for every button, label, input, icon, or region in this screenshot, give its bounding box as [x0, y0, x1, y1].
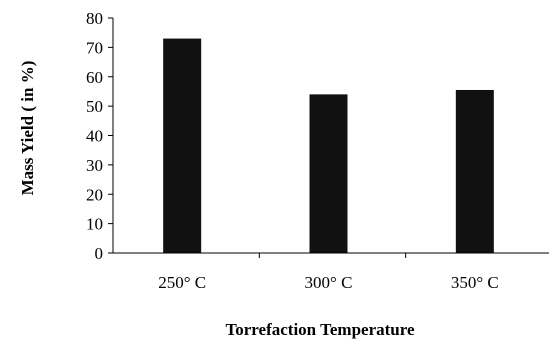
y-tick-label: 20	[86, 185, 103, 204]
y-tick-label: 70	[86, 38, 103, 57]
x-tick-label: 300° C	[305, 273, 353, 292]
y-tick-label: 0	[95, 244, 104, 263]
y-tick-label: 50	[86, 97, 103, 116]
y-axis-ticks: 0 10 20 30 40 50 60 70 80	[86, 9, 113, 263]
y-tick-label: 30	[86, 156, 103, 175]
x-tick-label: 250° C	[158, 273, 206, 292]
y-tick-label: 10	[86, 215, 103, 234]
y-tick-label: 40	[86, 127, 103, 146]
x-tick-label: 350° C	[451, 273, 499, 292]
y-axis-title: Mass Yield ( in %)	[18, 61, 37, 196]
y-tick-label: 80	[86, 9, 103, 28]
bar-2	[309, 94, 348, 253]
bar-3	[455, 89, 494, 253]
x-axis-title: Torrefaction Temperature	[225, 320, 414, 339]
bars	[163, 38, 494, 253]
bar-1	[163, 38, 202, 253]
y-tick-label: 60	[86, 68, 103, 87]
x-axis-tick-labels: 250° C 300° C 350° C	[158, 253, 499, 292]
